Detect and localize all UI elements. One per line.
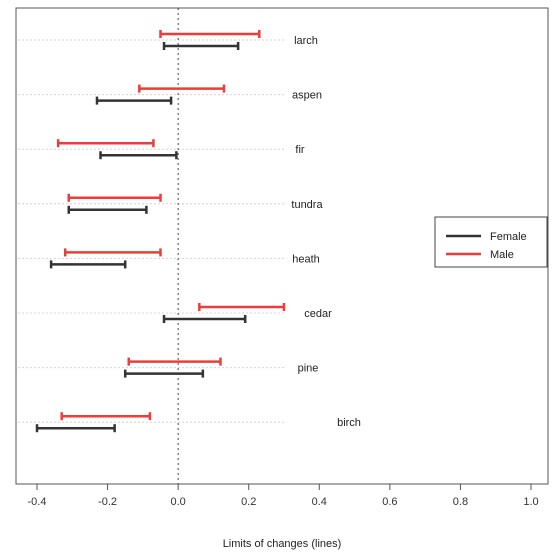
category-label-heath: heath — [292, 253, 320, 265]
x-tick-label-3: 0.2 — [241, 496, 256, 508]
interval-male-larch — [159, 30, 261, 38]
category-label-cedar: cedar — [304, 308, 332, 320]
legend: Female Male — [434, 216, 548, 268]
category-label-larch: larch — [294, 35, 318, 47]
interval-male-cedar — [198, 303, 286, 311]
bars-layer — [35, 30, 286, 433]
interval-female-pine — [123, 369, 205, 378]
category-label-birch: birch — [337, 417, 361, 429]
interval-female-larch — [162, 42, 240, 50]
x-tick-label-1: -0.2 — [98, 496, 117, 508]
legend-label-female: Female — [490, 231, 527, 243]
interval-male-heath — [63, 248, 162, 257]
x-tick-label-7: 1.0 — [523, 496, 538, 508]
interval-male-fir — [56, 139, 155, 148]
interval-male-pine — [127, 357, 222, 366]
category-label-aspen: aspen — [292, 90, 322, 102]
category-label-tundra: tundra — [291, 199, 323, 211]
x-tick-label-5: 0.6 — [382, 496, 397, 508]
interval-male-aspen — [138, 84, 226, 93]
legend-label-male: Male — [490, 249, 514, 261]
interval-female-aspen — [95, 96, 173, 105]
interval-female-cedar — [162, 315, 247, 323]
x-tick-label-2: 0.0 — [170, 496, 185, 508]
grid-layer — [18, 39, 285, 423]
category-label-pine: pine — [298, 363, 319, 375]
interval-female-birch — [35, 424, 116, 433]
x-axis-title: Limits of changes (lines) — [223, 538, 342, 550]
x-tick-label-4: 0.4 — [312, 496, 327, 508]
x-axis: -0.4 -0.2 0.0 0.2 0.4 0.6 0.8 1.0 — [28, 483, 539, 508]
x-tick-label-6: 0.8 — [453, 496, 468, 508]
x-tick-label-0: -0.4 — [28, 496, 47, 508]
interval-male-birch — [60, 412, 152, 421]
interval-female-fir — [99, 151, 178, 160]
category-label-fir: fir — [295, 144, 305, 156]
category-labels: larch aspen fir tundra heath cedar pine birch — [291, 35, 361, 429]
interval-female-heath — [49, 260, 127, 269]
interval-female-tundra — [67, 205, 148, 214]
interval-male-tundra — [67, 193, 162, 202]
legend-box — [434, 216, 548, 268]
